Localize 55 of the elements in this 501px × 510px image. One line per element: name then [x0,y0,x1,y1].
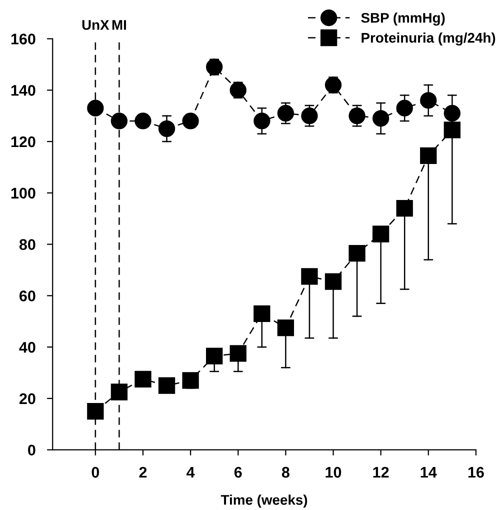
y-tick-label: 140 [11,85,36,96]
ref-line-label: UnX [82,20,110,30]
point [254,305,270,322]
x-tick-label: 2 [139,466,147,478]
y-tick-label: 60 [20,290,36,302]
point [158,120,176,138]
x-tick-label: 0 [92,466,100,478]
point [134,370,152,388]
point [420,147,437,164]
point [348,108,366,124]
point [87,100,104,116]
point [444,122,460,138]
point [324,76,342,94]
x-axis-title: Time (weeks) [220,494,308,508]
point [420,92,437,109]
x-tick-label: 8 [282,466,290,478]
point [230,345,246,362]
legend-label: Proteinuria (mg/24h) [362,32,496,46]
point [158,377,176,394]
y-tick-label: 80 [19,239,36,250]
point [277,319,294,336]
point [372,110,390,127]
point [372,226,390,242]
y-tick-label: 20 [19,393,36,404]
x-tick-label: 16 [468,466,484,478]
point [277,104,294,122]
point [254,112,270,130]
point [324,273,342,290]
point [301,268,318,285]
point [396,200,413,217]
point [396,100,413,116]
point [182,112,199,130]
point [87,402,104,420]
point [348,244,366,262]
point [230,82,246,98]
point [182,372,199,389]
x-tick-label: 6 [234,466,242,478]
point [206,58,223,76]
legend-label: SBP (mmHg) [361,12,445,26]
y-tick-label: 120 [11,136,36,148]
y-tick-label: 160 [11,34,36,44]
y-tick-label: 0 [28,444,36,456]
y-tick-label: 40 [19,342,36,353]
point [134,112,152,130]
point [110,384,128,400]
ref-line-label: MI [112,20,126,30]
x-tick-label: 14 [420,467,437,478]
point [206,348,223,364]
x-tick-label: 10 [326,466,342,478]
point [444,104,460,122]
x-tick-label: 12 [373,466,389,478]
point [110,112,128,130]
x-tick-label: 4 [186,467,195,478]
y-tick-label: 100 [11,188,36,199]
point [301,108,318,124]
